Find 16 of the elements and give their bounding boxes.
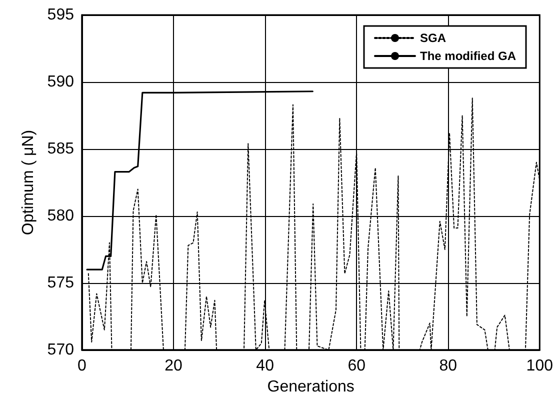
y-axis-title: Optimum ( μN)	[20, 130, 37, 236]
x-tick-label: 60	[348, 358, 366, 374]
x-tick-label: 40	[256, 358, 274, 374]
legend-label: SGA	[420, 31, 446, 45]
y-tick-label: 570	[47, 342, 74, 358]
y-tick-label: 585	[47, 140, 74, 158]
y-tick-label: 590	[47, 74, 74, 90]
x-tick-label: 80	[439, 358, 458, 374]
y-tick-label: 595	[47, 6, 74, 24]
x-tick-label: 100	[526, 358, 554, 374]
x-axis-title: Generations	[267, 378, 354, 396]
legend-label: The modified GA	[420, 49, 516, 63]
y-tick-label: 580	[47, 208, 74, 224]
x-tick-label: 20	[164, 358, 183, 374]
x-tick-label: 0	[78, 358, 87, 374]
y-tick-label: 575	[47, 274, 74, 292]
